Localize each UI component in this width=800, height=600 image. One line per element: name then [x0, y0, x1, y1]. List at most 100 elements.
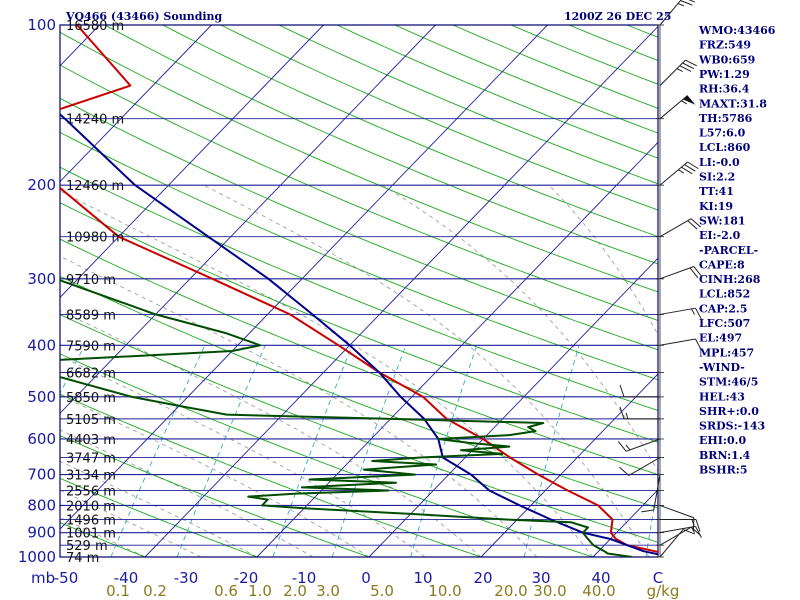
pressure-tick-label: 1000 [18, 548, 56, 566]
index-entry: L57:6.0 [699, 127, 746, 140]
wind-barb [619, 457, 661, 476]
temperature-tick-label: 30 [531, 569, 550, 587]
wind-barb [659, 95, 696, 120]
mixing-ratio-line [176, 345, 266, 557]
mixing-ratio-tick-label: 5.0 [370, 582, 394, 600]
height-label: 5850 m [66, 391, 116, 406]
wind-barb-flag [619, 406, 625, 420]
isotherm [256, 141, 658, 557]
mixing-ratio-tick-label: 0.6 [214, 582, 238, 600]
wind-barb [659, 526, 701, 546]
wind-barb-flag [617, 441, 627, 452]
wind-barb-half-flag [681, 100, 688, 105]
wind-barb [659, 528, 696, 558]
index-entry: FRZ:549 [699, 39, 751, 52]
index-entry: EHI:0.0 [699, 434, 746, 447]
index-entry: KI:19 [699, 200, 733, 213]
temperature-tick-label: 20 [473, 569, 492, 587]
index-entry: SHR+:0.0 [699, 405, 759, 418]
wind-barb-staff [659, 525, 696, 534]
wind-barb-flag [690, 218, 701, 228]
wind-barb-half-flag [677, 3, 685, 7]
pressure-unit-label: mb [31, 569, 55, 587]
height-label: 2556 m [66, 485, 116, 500]
wind-barb [659, 59, 697, 86]
wind-barb [659, 0, 696, 26]
plot-frame [59, 24, 659, 558]
wind-barb-flag [695, 526, 702, 538]
wind-barb [659, 338, 702, 351]
moist-adiabat [60, 355, 426, 557]
mixing-ratio-line [331, 345, 407, 557]
sounding-line [60, 25, 658, 553]
isotherm [60, 25, 324, 299]
mixing-ratio-line [0, 345, 15, 557]
pressure-tick-label: 900 [27, 524, 56, 542]
mixing-ratio-tick-label: g/kg [647, 582, 680, 600]
temperature-tick-label: -10 [292, 569, 317, 587]
dry-adiabat [60, 202, 658, 443]
wind-barb-flag [619, 384, 625, 398]
sounding-line [60, 113, 658, 556]
wind-barb-staff [659, 338, 696, 346]
wind-barb-staff [659, 307, 696, 315]
background-lines [0, 24, 800, 558]
moist-adiabat [548, 184, 658, 336]
height-label: 16580 m [66, 19, 124, 34]
wind-barb-flag [684, 164, 696, 172]
pressure-tick-label: 400 [27, 336, 56, 354]
wind-barb-staff [659, 266, 694, 280]
temperature-tick-label: 0 [361, 569, 371, 587]
dry-adiabat [60, 166, 658, 412]
wind-barbs [617, 0, 703, 558]
moist-adiabat [60, 460, 258, 557]
dry-adiabat [60, 64, 658, 322]
wind-barb-half-flag [625, 444, 631, 451]
dry-adiabat [60, 131, 658, 381]
isotherm [480, 373, 658, 557]
wind-barb-staff [626, 438, 661, 452]
pressure-tick-label: 200 [27, 176, 56, 194]
mixing-ratio-tick-label: 2.0 [283, 582, 307, 600]
mixing-ratio-line [775, 345, 800, 557]
wind-barb-flag [682, 62, 695, 70]
index-entry: BRN:1.4 [699, 449, 751, 462]
index-entry: PW:1.29 [699, 68, 750, 81]
height-label: 14240 m [66, 113, 124, 128]
wind-barb [659, 266, 703, 280]
index-entry: LCL:852 [699, 288, 750, 301]
pressure-tick-label: 800 [27, 496, 56, 514]
height-label: 3747 m [66, 451, 116, 466]
wind-barb-flag [679, 65, 692, 72]
index-entry: LFC:507 [699, 317, 750, 330]
pressure-tick-label: 100 [27, 16, 56, 34]
temperature-tick-label: -30 [174, 569, 199, 587]
moist-adiabat [382, 184, 658, 472]
wind-barb-flag [641, 509, 654, 513]
mixing-ratio-line [645, 483, 658, 557]
index-entry: BSHR:5 [699, 464, 748, 477]
index-entry: WB0:659 [698, 53, 755, 66]
dry-adiabat [60, 97, 658, 351]
wind-barb-half-flag [625, 412, 629, 420]
wind-barb-staff [659, 526, 692, 546]
index-entry: MAXT:31.8 [699, 97, 767, 110]
index-entry: CAP:2.5 [699, 302, 747, 315]
wind-barb-staff [653, 474, 661, 511]
wind-barb-flag [689, 267, 699, 279]
mixing-ratio-tick-label: 20.0 [494, 582, 527, 600]
pressure-tick-label: 700 [27, 466, 56, 484]
sounding-line [60, 279, 633, 557]
mixing-ratio-line [523, 345, 580, 557]
isotherm [368, 257, 658, 557]
mixing-ratio-tick-label: 1.0 [248, 582, 272, 600]
mixing-ratio-tick-label: 30.0 [533, 582, 566, 600]
wind-barb-flag [695, 338, 702, 351]
height-label: 12460 m [66, 179, 124, 194]
wind-barb [641, 474, 661, 513]
index-entry: STM:46/5 [699, 376, 758, 389]
mixing-ratio-tick-label: 10.0 [428, 582, 461, 600]
index-entry: SI:2.2 [699, 171, 735, 184]
isotherm [592, 489, 658, 557]
